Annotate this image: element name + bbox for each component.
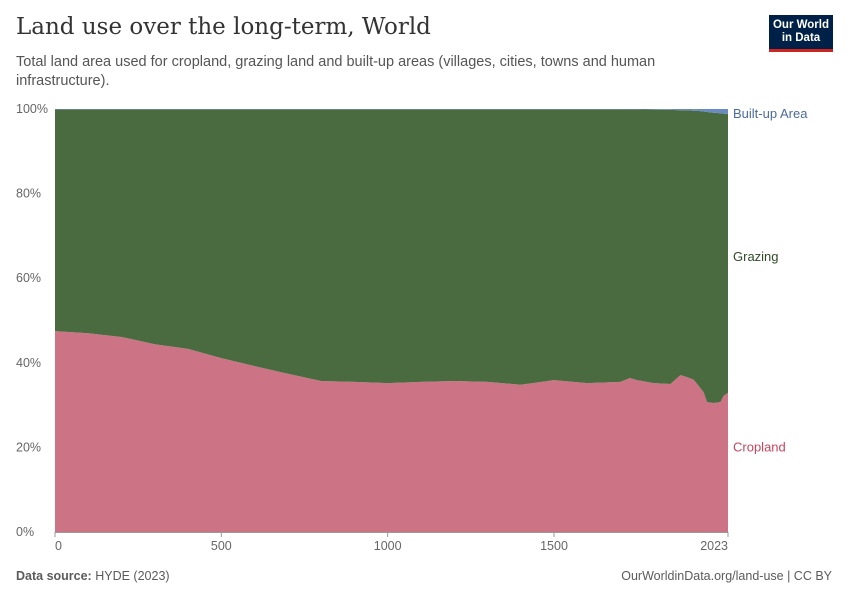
source-value: HYDE (2023) — [95, 569, 170, 583]
series-label-cropland: Cropland — [733, 439, 786, 454]
y-tick-label: 60% — [16, 271, 41, 285]
data-source: Data source: HYDE (2023) — [16, 569, 170, 583]
y-tick-label: 0% — [16, 525, 34, 539]
area-cropland — [55, 331, 728, 532]
x-tick-label: 0 — [55, 539, 62, 553]
source-label: Data source: — [16, 569, 92, 583]
series-label-grazing: Grazing — [733, 249, 779, 264]
x-tick-label: 2023 — [700, 539, 728, 553]
chart-subtitle: Total land area used for cropland, grazi… — [16, 54, 656, 89]
x-tick-label: 500 — [211, 539, 232, 553]
y-tick-label: 100% — [16, 102, 48, 116]
y-tick-label: 20% — [16, 440, 41, 454]
footer-link[interactable]: OurWorldinData.org/land-use | CC BY — [621, 569, 832, 583]
y-tick-label: 80% — [16, 187, 41, 201]
area-grazing — [55, 109, 728, 403]
y-tick-label: 40% — [16, 356, 41, 370]
area-built-up-area — [55, 109, 728, 115]
series-label-built-up-area: Built-up Area — [733, 106, 808, 121]
chart-title: Land use over the long-term, World — [16, 14, 431, 40]
owid-logo[interactable]: Our World in Data — [769, 15, 833, 52]
x-tick-label: 1500 — [540, 539, 568, 553]
x-tick-label: 1000 — [374, 539, 402, 553]
